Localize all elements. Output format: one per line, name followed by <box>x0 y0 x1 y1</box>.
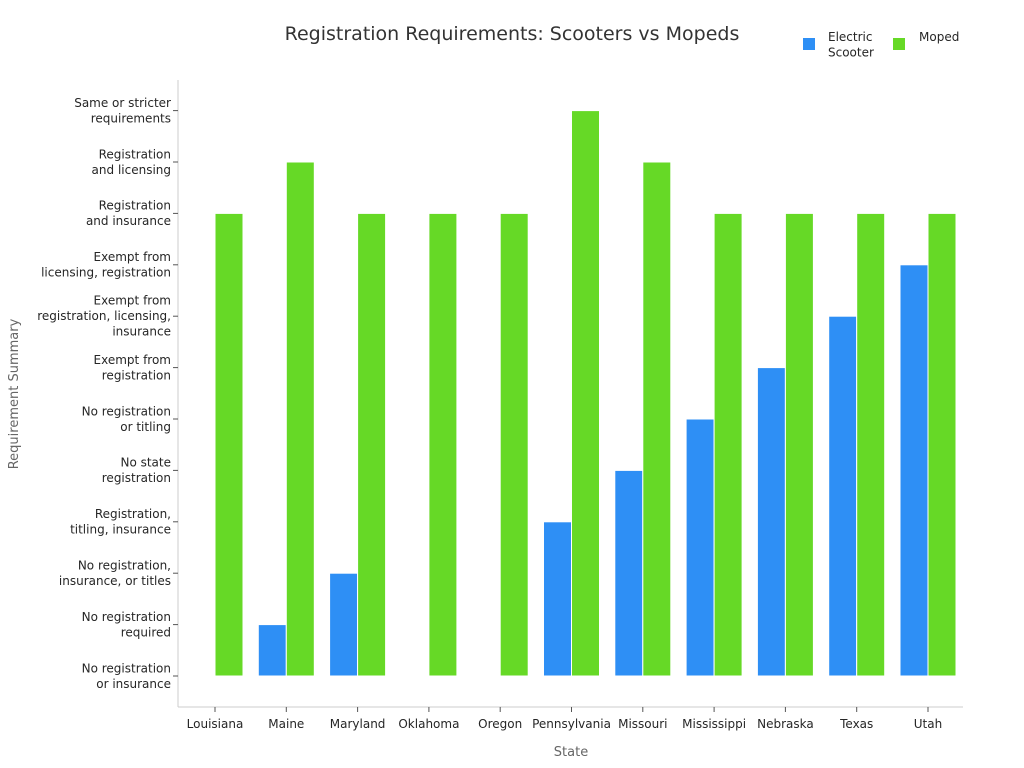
x-tick-label: Missouri <box>618 717 667 731</box>
legend-label-electric-scooter: Electric Scooter <box>828 30 874 60</box>
y-tick-label-line: and insurance <box>86 214 171 228</box>
x-tick-label: Pennsylvania <box>532 717 611 731</box>
x-tick-label: Oklahoma <box>398 717 459 731</box>
y-tick-label-line: Registration <box>99 199 171 213</box>
y-tick-label-line: licensing, registration <box>41 266 171 280</box>
y-tick-label: Registration, titling, insurance <box>70 507 171 537</box>
y-tick-label-line: Registration <box>99 147 171 161</box>
legend-label-moped: Moped <box>919 30 959 44</box>
bar-electric-scooter-utah <box>899 264 929 677</box>
bar-electric-scooter-texas <box>828 315 858 677</box>
y-tick-label-line: Exempt from <box>94 353 171 367</box>
x-axis-title: State <box>554 745 588 760</box>
bar-moped-maryland <box>357 212 387 677</box>
y-tick-label-line: and licensing <box>92 163 171 177</box>
x-tick-label: Texas <box>839 717 873 731</box>
bar-electric-scooter-maryland <box>329 572 359 677</box>
x-tick-label: Mississippi <box>682 717 746 731</box>
bar-moped-louisiana <box>214 212 244 677</box>
x-tick-label: Maine <box>268 717 304 731</box>
x-tick-label: Maryland <box>330 717 386 731</box>
x-tick-label: Oregon <box>478 717 522 731</box>
bar-moped-oklahoma <box>428 212 458 677</box>
y-tick-label-line: requirements <box>91 111 171 125</box>
y-tick-label-line: No registration <box>82 404 171 418</box>
bar-electric-scooter-missouri <box>614 469 644 677</box>
bar-electric-scooter-nebraska <box>756 367 786 677</box>
y-tick-label-line: No registration <box>82 610 171 624</box>
y-tick-label: Registration and insurance <box>86 199 171 229</box>
legend-label-line: Moped <box>919 30 959 44</box>
y-tick-label-line: insurance, or titles <box>59 574 171 588</box>
y-tick-label: No registration required <box>82 610 171 640</box>
y-tick-label: No registration or insurance <box>82 661 171 691</box>
legend-swatch-moped <box>893 38 905 50</box>
x-tick-label: Utah <box>914 717 942 731</box>
y-tick-label-line: Exempt from <box>94 294 171 308</box>
legend-label-line: Electric <box>828 30 872 44</box>
y-tick-label-line: No registration <box>82 661 171 675</box>
y-tick-label-line: insurance <box>112 325 171 339</box>
y-tick-label-line: registration <box>102 471 171 485</box>
y-axis-title: Requirement Summary <box>7 318 22 469</box>
y-tick-label-line: Same or stricter <box>74 96 171 110</box>
y-tick-label: No registration or titling <box>82 404 171 434</box>
bar-moped-mississippi <box>713 212 743 677</box>
legend-label-line: Scooter <box>828 46 874 60</box>
bar-moped-pennsylvania <box>571 110 600 677</box>
y-tick-label: No registration, insurance, or titles <box>59 558 171 588</box>
chart-title: Registration Requirements: Scooters vs M… <box>285 23 740 45</box>
legend-swatch-electric-scooter <box>803 38 815 50</box>
bar-electric-scooter-maine <box>257 624 287 677</box>
x-tick-label: Louisiana <box>187 717 244 731</box>
y-tick-label: Exempt from registration <box>94 353 171 383</box>
bar-moped-nebraska <box>784 212 814 677</box>
y-tick-label-line: or insurance <box>96 677 171 691</box>
bar-moped-missouri <box>642 161 672 677</box>
y-tick-label: No state registration <box>102 456 171 486</box>
y-tick-label-line: Exempt from <box>94 250 171 264</box>
y-tick-label-line: registration, licensing, <box>37 309 171 323</box>
x-tick-label: Nebraska <box>757 717 814 731</box>
bar-electric-scooter-mississippi <box>685 418 715 677</box>
y-tick-label-line: No state <box>120 456 171 470</box>
y-tick-label: Same or stricter requirements <box>74 96 171 126</box>
y-tick-label: Exempt from licensing, registration <box>41 250 171 280</box>
y-tick-label-line: registration <box>102 368 171 382</box>
bar-moped-oregon <box>499 212 529 677</box>
y-tick-label: Exempt from registration, licensing, insur… <box>37 294 171 339</box>
legend: Electric Scooter Moped <box>803 30 959 60</box>
bar-electric-scooter-pennsylvania <box>543 521 572 677</box>
y-tick-label: Registration and licensing <box>92 147 171 177</box>
bar-moped-maine <box>285 161 315 677</box>
bar-moped-texas <box>856 212 886 677</box>
bar-moped-utah <box>927 212 957 677</box>
y-tick-label-line: Registration, <box>95 507 171 521</box>
y-tick-label-line: required <box>121 625 171 639</box>
y-tick-label-line: No registration, <box>78 558 171 572</box>
y-tick-label-line: titling, insurance <box>70 523 171 537</box>
y-tick-label-line: or titling <box>120 420 171 434</box>
